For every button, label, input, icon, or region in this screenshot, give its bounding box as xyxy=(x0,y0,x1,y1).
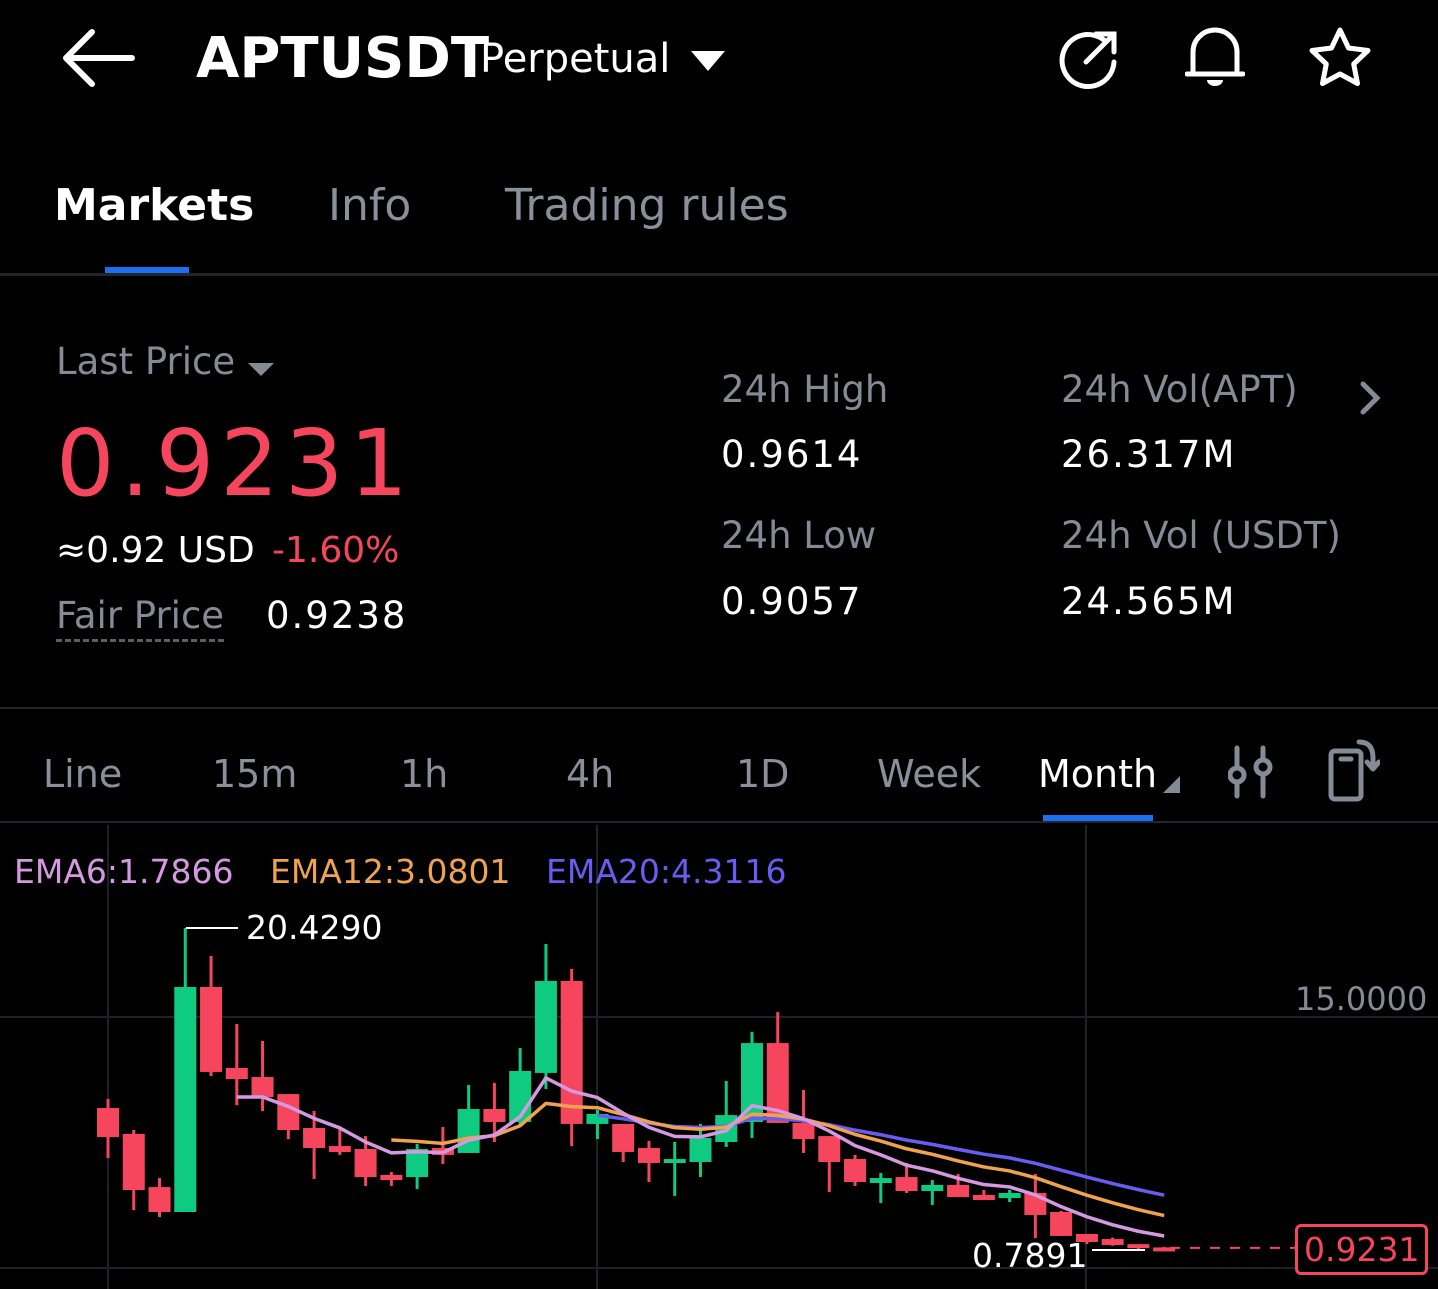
candle-down xyxy=(560,980,583,1124)
candle-down xyxy=(1153,1247,1176,1252)
candle-down xyxy=(148,1187,171,1212)
candle-down xyxy=(328,1146,351,1152)
candle-down xyxy=(483,1109,506,1122)
last-price-value: 0.9231 xyxy=(56,410,414,517)
ema12-legend: EMA12:3.0801 xyxy=(270,852,511,891)
interval-1d[interactable]: 1D xyxy=(736,752,790,796)
24h-vol-apt-label: 24h Vol(APT) xyxy=(1061,368,1298,411)
candle-down xyxy=(972,1194,995,1201)
interval-active-indicator xyxy=(1043,815,1153,821)
interval-1h[interactable]: 1h xyxy=(400,752,449,796)
fair-price-value: 0.9238 xyxy=(266,594,408,637)
ema12-line xyxy=(391,1101,1165,1218)
min-price-label: 0.7891 xyxy=(972,1236,1088,1275)
more-intervals-corner-icon[interactable] xyxy=(1163,776,1180,793)
candle-down xyxy=(380,1174,403,1181)
tab-markets[interactable]: Markets xyxy=(54,180,255,231)
candle-down xyxy=(844,1159,867,1182)
candle-up xyxy=(534,980,557,1073)
24h-vol-usdt-value: 24.565M xyxy=(1061,580,1237,623)
divider xyxy=(0,707,1438,709)
tab-active-indicator xyxy=(105,267,189,273)
24h-vol-apt-value: 26.317M xyxy=(1061,433,1237,476)
candle-down xyxy=(637,1148,660,1163)
24h-high-label: 24h High xyxy=(721,368,889,411)
divider xyxy=(0,273,1438,276)
last-price-label: Last Price xyxy=(56,340,236,383)
candle-up xyxy=(998,1192,1021,1199)
candle-down xyxy=(1101,1239,1124,1245)
interval-line[interactable]: Line xyxy=(43,752,123,796)
candle-up xyxy=(921,1184,944,1192)
candle-up xyxy=(457,1109,480,1153)
ema6-legend: EMA6:1.7866 xyxy=(14,852,234,891)
fair-price-label[interactable]: Fair Price xyxy=(56,594,225,642)
candle-down xyxy=(277,1094,300,1130)
candle-down xyxy=(225,1068,248,1079)
share-icon[interactable] xyxy=(1058,28,1120,94)
candle-down xyxy=(895,1177,918,1192)
rotate-screen-icon[interactable] xyxy=(1328,738,1382,806)
divider xyxy=(0,821,1438,823)
24h-low-value: 0.9057 xyxy=(721,580,863,623)
contract-type-selector[interactable]: Perpetual xyxy=(480,36,726,82)
candle-down xyxy=(612,1123,635,1152)
candle-down xyxy=(1050,1211,1073,1236)
candlestick-chart[interactable] xyxy=(0,825,1438,1289)
contract-type-label: Perpetual xyxy=(480,36,671,82)
24h-low-label: 24h Low xyxy=(721,514,877,557)
y-axis-tick-label: 15.0000 xyxy=(1295,980,1428,1018)
bell-icon[interactable] xyxy=(1184,26,1246,94)
24h-high-value: 0.9614 xyxy=(721,433,863,476)
interval-15m[interactable]: 15m xyxy=(212,752,298,796)
chevron-right-icon[interactable] xyxy=(1358,380,1384,420)
caret-down-icon xyxy=(691,51,726,71)
caret-down-icon xyxy=(248,363,275,376)
candle-down xyxy=(766,1043,789,1123)
candle-down xyxy=(947,1184,970,1198)
candle-down xyxy=(303,1128,326,1149)
candle-up xyxy=(174,986,197,1212)
interval-month[interactable]: Month xyxy=(1038,752,1158,796)
candle-up xyxy=(869,1178,892,1183)
candle-down xyxy=(818,1136,841,1162)
candle-down xyxy=(792,1122,815,1140)
star-icon[interactable] xyxy=(1308,26,1372,92)
candle-down xyxy=(1127,1244,1150,1249)
indicator-settings-icon[interactable] xyxy=(1227,744,1274,804)
candle-up xyxy=(406,1149,429,1178)
candle-down xyxy=(354,1149,377,1178)
candle-down xyxy=(200,986,223,1072)
candle-up xyxy=(689,1138,712,1162)
ema20-legend: EMA20:4.3116 xyxy=(546,852,787,891)
candle-up xyxy=(741,1043,763,1122)
max-price-label: 20.4290 xyxy=(246,908,383,947)
last-price-selector[interactable]: Last Price xyxy=(56,340,275,383)
tab-info[interactable]: Info xyxy=(328,180,412,231)
symbol-title: APTUSDT xyxy=(196,26,490,91)
last-price-tag[interactable]: 0.9231 xyxy=(1295,1224,1429,1275)
candle-down xyxy=(1075,1233,1098,1243)
interval-week[interactable]: Week xyxy=(877,752,982,796)
candle-up xyxy=(663,1159,686,1164)
back-arrow-icon[interactable] xyxy=(60,28,136,92)
tab-trading-rules[interactable]: Trading rules xyxy=(505,180,789,231)
usd-approx: ≈0.92 USD xyxy=(56,530,255,571)
change-percent: -1.60% xyxy=(272,530,400,571)
candle-down xyxy=(97,1108,119,1138)
interval-4h[interactable]: 4h xyxy=(566,752,615,796)
candle-up xyxy=(586,1113,609,1124)
candle-down xyxy=(251,1077,274,1098)
candle-down xyxy=(122,1133,145,1191)
ema6-line xyxy=(236,1076,1165,1238)
24h-vol-usdt-label: 24h Vol (USDT) xyxy=(1061,514,1341,557)
